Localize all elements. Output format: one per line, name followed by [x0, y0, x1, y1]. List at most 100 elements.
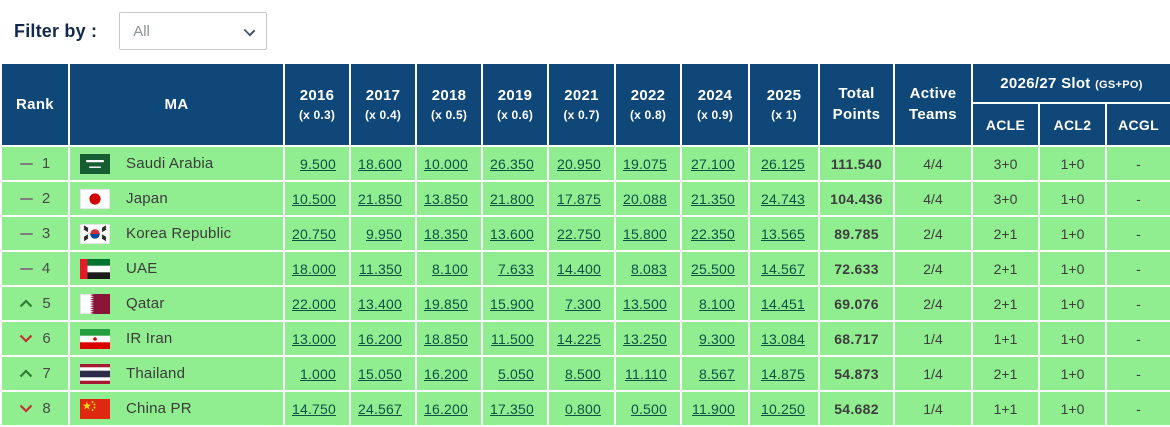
table-row: 6 IR Iran 13.000 16.200 18.850 11.500 14…	[0, 320, 1170, 357]
points-link[interactable]: 16.200	[423, 365, 468, 382]
rank-number: 1	[41, 155, 51, 172]
total-points: 54.682	[818, 390, 895, 427]
flag-korea-republic	[80, 223, 110, 244]
points-link[interactable]: 11.110	[625, 365, 667, 382]
points-link[interactable]: 5.050	[497, 365, 534, 382]
points-link[interactable]: 8.100	[431, 260, 468, 277]
table-row: 2 Japan 10.500 21.850 13.850 21.800 17.8…	[0, 180, 1170, 217]
rank-same-icon	[19, 232, 33, 235]
points-link[interactable]: 18.000	[291, 260, 336, 277]
points-link[interactable]: 22.350	[690, 225, 735, 242]
points-link[interactable]: 13.600	[489, 225, 534, 242]
points-link[interactable]: 17.350	[489, 400, 534, 417]
points-link[interactable]: 13.850	[423, 190, 468, 207]
total-points: 54.873	[818, 355, 895, 392]
points-link[interactable]: 8.567	[698, 365, 735, 382]
points-link[interactable]: 20.088	[622, 190, 667, 207]
points-link[interactable]: 20.750	[291, 225, 336, 242]
slot-acl2: 1+0	[1038, 390, 1107, 427]
col-header-2019: 2019 (x 0.6)	[481, 62, 549, 147]
points-link[interactable]: 0.800	[564, 400, 601, 417]
points-link[interactable]: 16.200	[423, 400, 468, 417]
points-link[interactable]: 8.100	[698, 295, 735, 312]
total-points: 104.436	[818, 180, 895, 217]
rank-number: 8	[42, 400, 51, 417]
slot-acgl: -	[1104, 390, 1170, 427]
slot-acl2: 1+0	[1038, 215, 1107, 252]
points-link[interactable]: 15.050	[357, 365, 402, 382]
rank-same-icon	[19, 162, 33, 165]
points-link[interactable]: 13.084	[760, 330, 805, 347]
points-link[interactable]: 26.125	[760, 155, 805, 172]
points-link[interactable]: 22.000	[291, 295, 336, 312]
points-link[interactable]: 16.200	[357, 330, 402, 347]
points-link[interactable]: 0.500	[630, 400, 667, 417]
points-link[interactable]: 11.500	[491, 330, 534, 347]
points-link[interactable]: 10.000	[423, 155, 468, 172]
slot-acle: 3+0	[971, 145, 1040, 182]
slot-acgl: -	[1104, 250, 1170, 287]
points-link[interactable]: 21.800	[489, 190, 534, 207]
slot-acgl: -	[1104, 180, 1170, 217]
filter-bar: Filter by : All	[0, 0, 1170, 62]
points-link[interactable]: 14.875	[760, 365, 805, 382]
points-link[interactable]: 11.350	[359, 260, 402, 277]
points-link[interactable]: 25.500	[690, 260, 735, 277]
points-link[interactable]: 18.850	[423, 330, 468, 347]
points-link[interactable]: 21.350	[690, 190, 735, 207]
points-link[interactable]: 26.350	[489, 155, 534, 172]
points-link[interactable]: 13.565	[760, 225, 805, 242]
points-link[interactable]: 18.350	[423, 225, 468, 242]
points-link[interactable]: 9.950	[365, 225, 402, 242]
points-link[interactable]: 15.800	[622, 225, 667, 242]
filter-select[interactable]: All	[119, 12, 268, 50]
points-link[interactable]: 14.451	[760, 295, 805, 312]
rank-same-icon	[19, 267, 33, 270]
active-teams: 1/4	[893, 320, 973, 357]
col-header-acle: ACLE	[971, 102, 1040, 147]
points-link[interactable]: 18.600	[357, 155, 402, 172]
points-link[interactable]: 14.225	[556, 330, 601, 347]
points-link[interactable]: 7.300	[564, 295, 601, 312]
active-teams: 4/4	[893, 145, 973, 182]
points-link[interactable]: 17.875	[556, 190, 601, 207]
points-link[interactable]: 9.500	[299, 155, 336, 172]
total-points: 69.076	[818, 285, 895, 322]
points-link[interactable]: 9.300	[698, 330, 735, 347]
points-link[interactable]: 10.500	[291, 190, 336, 207]
points-link[interactable]: 14.400	[556, 260, 601, 277]
flag-japan	[80, 188, 110, 209]
points-link[interactable]: 20.950	[556, 155, 601, 172]
points-link[interactable]: 14.750	[291, 400, 336, 417]
slot-acle: 2+1	[971, 250, 1040, 287]
rank-number: 6	[42, 330, 51, 347]
slot-acl2: 1+0	[1038, 250, 1107, 287]
points-link[interactable]: 8.083	[630, 260, 667, 277]
points-link[interactable]: 21.850	[357, 190, 402, 207]
points-link[interactable]: 15.900	[489, 295, 534, 312]
points-link[interactable]: 27.100	[690, 155, 735, 172]
col-group-slot: 2026/27 Slot (GS+PO)	[970, 62, 1170, 104]
points-link[interactable]: 11.900	[692, 400, 735, 417]
rank-down-icon	[20, 334, 33, 343]
points-link[interactable]: 19.075	[622, 155, 667, 172]
points-link[interactable]: 14.567	[760, 260, 805, 277]
points-link[interactable]: 19.850	[423, 295, 468, 312]
country-name: Qatar	[126, 295, 165, 312]
points-link[interactable]: 13.500	[622, 295, 667, 312]
points-link[interactable]: 13.250	[622, 330, 667, 347]
points-link[interactable]: 8.500	[564, 365, 601, 382]
col-header-acl2: ACL2	[1038, 102, 1107, 147]
slot-acl2: 1+0	[1038, 285, 1107, 322]
points-link[interactable]: 24.567	[357, 400, 402, 417]
points-link[interactable]: 10.250	[760, 400, 805, 417]
points-link[interactable]: 13.000	[291, 330, 336, 347]
svg-text:★: ★	[82, 400, 92, 412]
points-link[interactable]: 22.750	[556, 225, 601, 242]
slot-acle: 1+1	[971, 390, 1040, 427]
points-link[interactable]: 7.633	[497, 260, 534, 277]
points-link[interactable]: 13.400	[357, 295, 402, 312]
rank-up-icon	[20, 299, 33, 308]
points-link[interactable]: 24.743	[760, 190, 805, 207]
points-link[interactable]: 1.000	[299, 365, 336, 382]
